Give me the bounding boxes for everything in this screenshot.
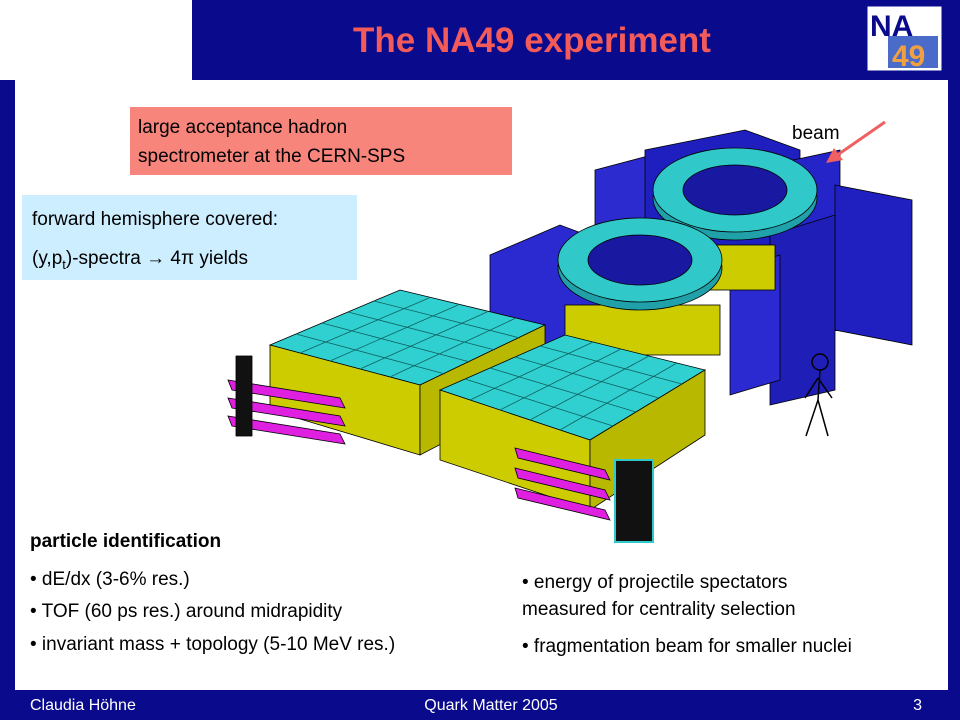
pid-item: • TOF (60 ps res.) around midrapidity [30, 601, 343, 622]
detector-part [514, 487, 611, 521]
detector-part-part [321, 322, 471, 363]
box-text: forward hemisphere covered: [32, 209, 278, 230]
detector [227, 129, 913, 543]
corner [0, 0, 192, 80]
footer-event: Quark Matter 2005 [424, 697, 558, 714]
detector-part [514, 447, 611, 481]
detector-part-part [464, 378, 614, 427]
detector-part-part [514, 356, 660, 399]
footer-page: 3 [913, 697, 922, 714]
centrality-item: • energy of projectile spectators [522, 572, 787, 593]
detector-part-part [817, 369, 821, 401]
acceptance-box [130, 107, 512, 175]
detector-part-part [299, 297, 430, 354]
detector-part-part [489, 367, 637, 413]
detector-part [614, 459, 654, 543]
detector-part [682, 164, 788, 216]
beam-arrow-part [826, 148, 843, 163]
detector-part-part [389, 317, 517, 378]
detector-part-part [539, 345, 683, 385]
detector-part-part [529, 355, 650, 421]
detector-part-part [347, 311, 496, 351]
box-text: spectrometer at the CERN-SPS [138, 146, 405, 167]
beam-arrow [826, 120, 886, 163]
pid-heading: particle identification [30, 531, 221, 552]
logo: NA 49 [864, 3, 945, 74]
title: The NA49 experiment [353, 21, 711, 60]
detector-part-part [295, 333, 446, 375]
beam-arrow-part [835, 120, 886, 158]
centrality-item: • fragmentation beam for smaller nuclei [522, 636, 852, 657]
footer-author: Claudia Höhne [30, 697, 136, 714]
detector-part-part [359, 311, 488, 370]
pid-item: • invariant mass + topology (5-10 MeV re… [30, 634, 395, 655]
pid-item: • dE/dx (3-6% res.) [30, 569, 190, 590]
detector-part-part [817, 377, 833, 399]
text: (y,p [32, 248, 62, 269]
detector-part-part [499, 348, 622, 411]
detector-part-part [469, 341, 594, 401]
detector-part [804, 353, 833, 437]
detector-part-part [373, 300, 521, 339]
detector-part [235, 355, 253, 437]
logo-top: NA [870, 10, 913, 43]
detector-part-part [804, 377, 819, 399]
box-text: (y,pt)-spectra → 4π yields [32, 248, 248, 272]
text: )-spectra → 4π yields [66, 248, 248, 269]
detector-part-part [817, 399, 829, 437]
coverage-box [22, 195, 357, 280]
detector-part [227, 415, 346, 445]
detector-part [227, 397, 346, 427]
box-text: large acceptance hadron [138, 117, 347, 138]
detector-part [514, 467, 611, 501]
detector-part [295, 297, 683, 431]
detector-part-part [559, 362, 678, 431]
beam-label: beam [792, 123, 840, 144]
detector-part [834, 184, 913, 346]
logo-part [888, 36, 938, 68]
detector-part [227, 379, 346, 409]
detector-part [587, 234, 693, 286]
detector-part-part [329, 304, 459, 362]
subscript: t [62, 257, 66, 272]
detector-part-part [805, 399, 819, 437]
centrality-item: measured for centrality selection [522, 599, 796, 620]
logo-bottom: 49 [892, 40, 925, 73]
